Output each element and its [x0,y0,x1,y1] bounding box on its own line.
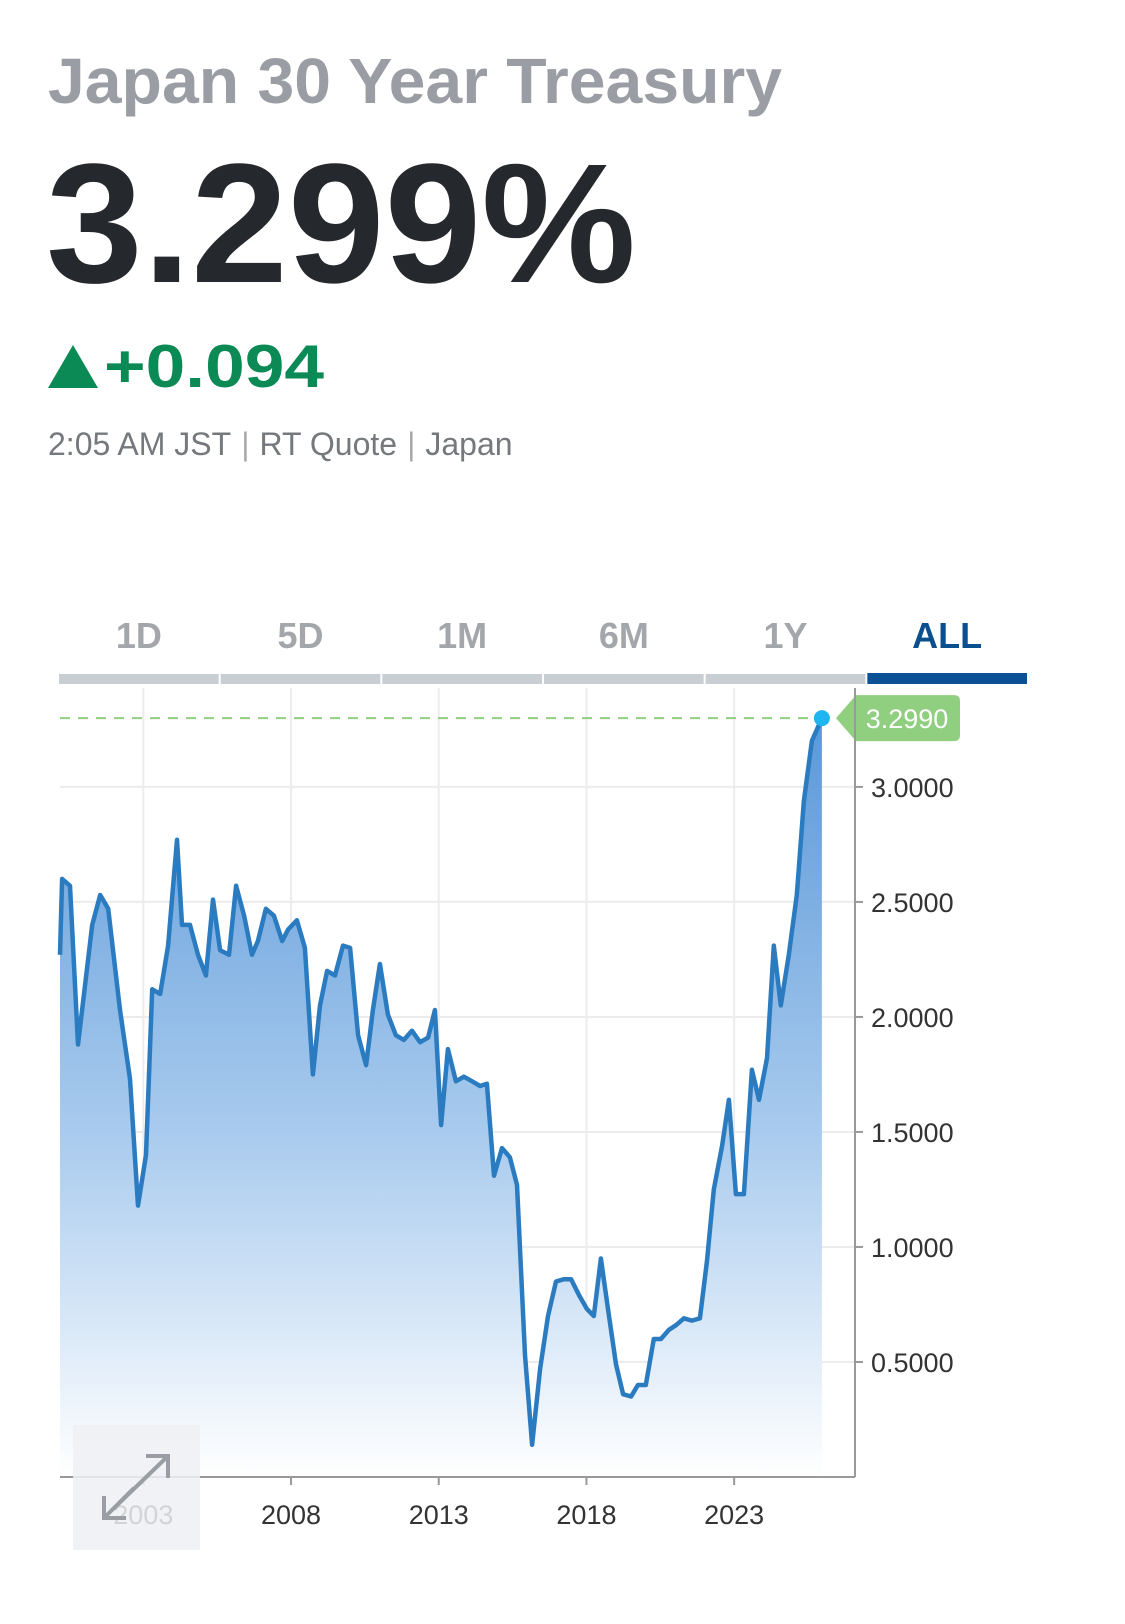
expand-icon [102,1454,170,1520]
y-tick-label: 0.5000 [871,1348,954,1378]
change: +0.094 [104,333,325,400]
separator: | [407,426,415,462]
x-tick-label: 2023 [704,1500,764,1530]
y-tick-label: 2.5000 [871,888,954,918]
tab-bar [867,673,1027,684]
tab-bar [220,674,381,684]
last-point [813,710,830,727]
last-value-tag [836,695,960,742]
tab-label[interactable]: 1M [437,615,487,656]
y-tick-label: 1.0000 [871,1233,954,1263]
meta-source: RT Quote [260,426,398,462]
tab-label[interactable]: 5D [277,615,323,656]
tab-label[interactable]: 1Y [763,615,807,656]
up-arrow [48,345,98,388]
y-tick-label: 1.5000 [871,1118,954,1148]
tab-label[interactable]: 6M [599,615,649,656]
expand-button[interactable] [73,1425,200,1550]
meta: 2:05 AM JST | RT Quote | Japan [48,426,513,462]
line [57,717,824,1448]
tab-label[interactable]: 1D [116,615,162,656]
x-tick-label: 2008 [261,1500,321,1530]
x-tick-label: 2018 [556,1500,616,1530]
last-value-label: 3.2990 [866,704,949,734]
y-tick-label: 2.0000 [871,1003,954,1033]
tab-bar [382,674,542,684]
meta-country: Japan [425,426,512,462]
y-tick-label: 3.0000 [871,773,954,803]
plot: 0.50001.00001.50002.00002.50003.00002003… [57,688,960,1530]
x-tick-label: 2013 [409,1500,469,1530]
separator: | [241,426,249,462]
meta-time: 2:05 AM JST [48,426,231,462]
title: Japan 30 Year Treasury [48,45,782,117]
tab-bar [705,674,866,684]
tab-bar [59,674,219,684]
area [60,718,822,1477]
tab-label[interactable]: ALL [912,615,982,656]
tab-bar [544,674,704,684]
price: 3.299% [46,129,636,319]
tabs: 1D 5D 1M 6M 1Y ALL [59,615,1027,684]
